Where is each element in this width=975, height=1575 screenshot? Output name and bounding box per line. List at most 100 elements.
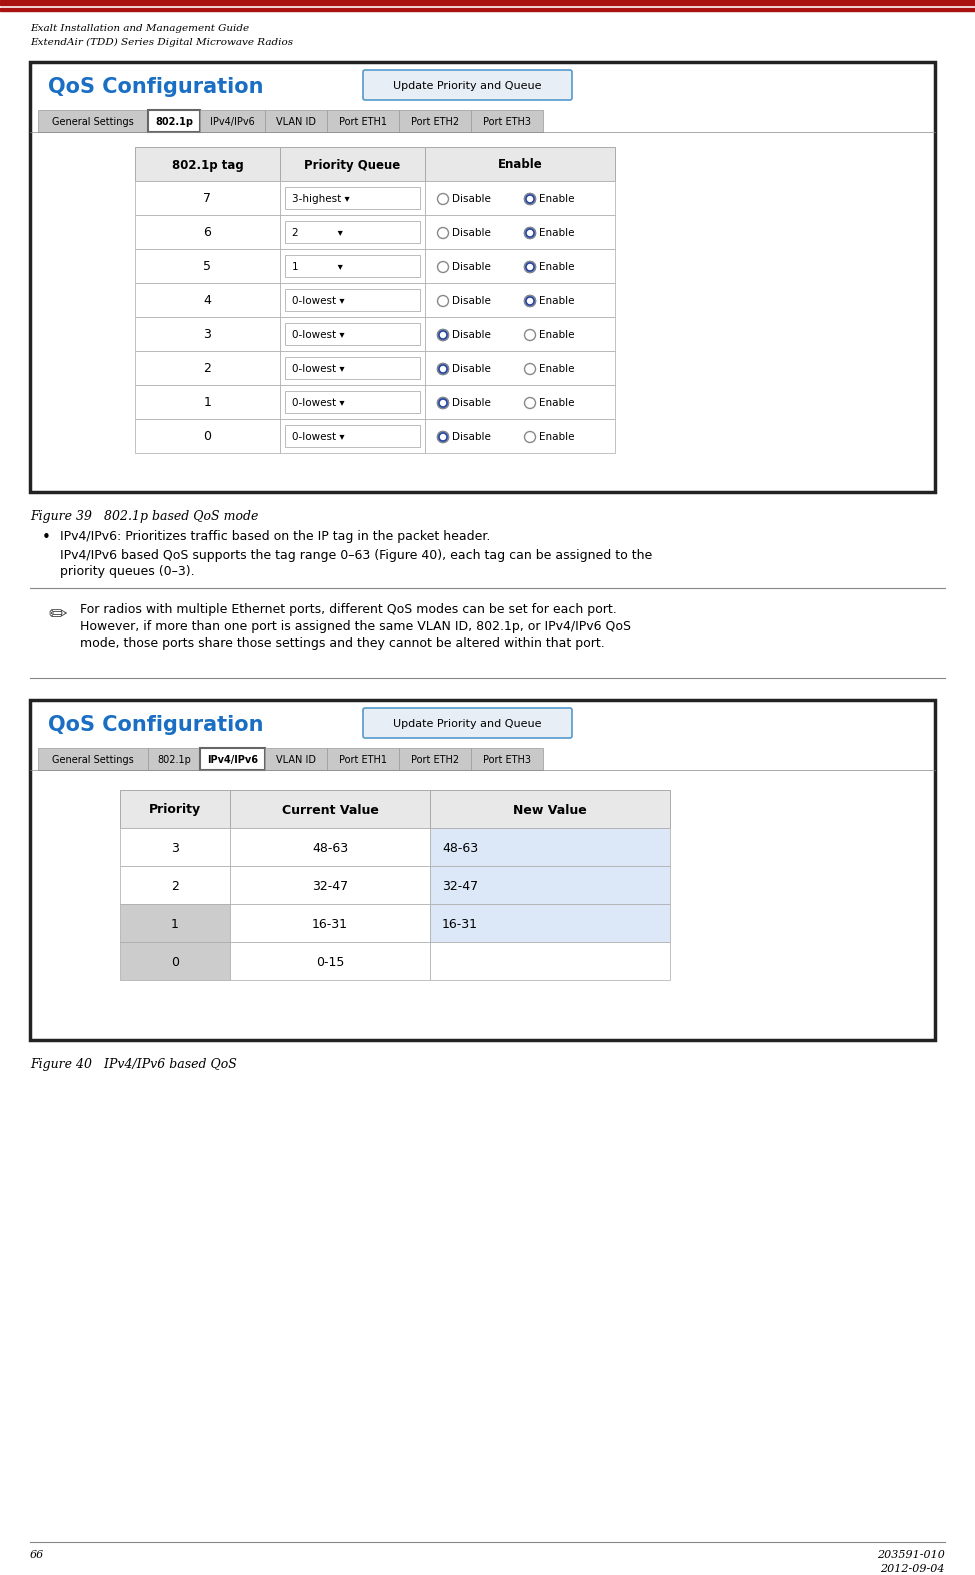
- FancyBboxPatch shape: [285, 358, 420, 380]
- Text: IPv4/IPv6: Prioritizes traffic based on the IP tag in the packet header.: IPv4/IPv6: Prioritizes traffic based on …: [60, 531, 490, 543]
- Circle shape: [525, 329, 535, 340]
- Bar: [148, 110, 200, 132]
- Bar: [280, 419, 425, 454]
- Bar: [399, 110, 471, 132]
- Text: Port ETH1: Port ETH1: [339, 754, 387, 765]
- Text: 2: 2: [171, 879, 179, 893]
- Circle shape: [441, 332, 446, 337]
- Text: Enable: Enable: [539, 228, 574, 238]
- Text: 2012-09-04: 2012-09-04: [880, 1564, 945, 1573]
- Bar: [135, 181, 280, 216]
- Text: 2            ▾: 2 ▾: [292, 228, 343, 238]
- Circle shape: [438, 432, 449, 443]
- Circle shape: [438, 261, 449, 272]
- Bar: [120, 942, 230, 980]
- Bar: [200, 110, 265, 132]
- Text: Enable: Enable: [539, 261, 574, 272]
- Bar: [38, 110, 148, 132]
- Bar: [135, 419, 280, 454]
- Text: ✏: ✏: [48, 605, 66, 625]
- Text: 0: 0: [171, 956, 179, 969]
- Bar: [280, 351, 425, 384]
- Text: QoS Configuration: QoS Configuration: [48, 77, 263, 98]
- Text: Port ETH3: Port ETH3: [483, 754, 531, 765]
- Bar: [120, 904, 230, 942]
- Text: 802.1p: 802.1p: [155, 117, 193, 128]
- Circle shape: [525, 364, 535, 375]
- Circle shape: [441, 367, 446, 372]
- Text: 32-47: 32-47: [312, 879, 348, 893]
- Bar: [471, 748, 543, 770]
- Bar: [425, 351, 615, 384]
- Text: 1: 1: [171, 918, 179, 931]
- Text: 66: 66: [30, 1550, 44, 1559]
- Circle shape: [441, 400, 446, 405]
- Bar: [135, 146, 280, 181]
- Text: QoS Configuration: QoS Configuration: [48, 715, 263, 736]
- Text: Exalt Installation and Management Guide: Exalt Installation and Management Guide: [30, 24, 250, 33]
- Circle shape: [525, 261, 535, 272]
- Text: 32-47: 32-47: [442, 879, 478, 893]
- Bar: [120, 828, 230, 866]
- Bar: [425, 317, 615, 351]
- Text: IPv4/IPv6: IPv4/IPv6: [207, 754, 258, 765]
- Circle shape: [438, 329, 449, 340]
- Text: 6: 6: [204, 227, 212, 239]
- Text: 16-31: 16-31: [442, 918, 478, 931]
- Text: Disable: Disable: [452, 364, 490, 373]
- Bar: [148, 748, 200, 770]
- Text: IPv4/IPv6 based QoS supports the tag range 0–63 (Figure 40), each tag can be ass: IPv4/IPv6 based QoS supports the tag ran…: [60, 550, 652, 562]
- Text: However, if more than one port is assigned the same VLAN ID, 802.1p, or IPv4/IPv: However, if more than one port is assign…: [80, 621, 631, 633]
- Text: 0-lowest ▾: 0-lowest ▾: [292, 398, 344, 408]
- Circle shape: [438, 296, 449, 307]
- Bar: [200, 748, 265, 770]
- Bar: [135, 249, 280, 284]
- Bar: [430, 904, 670, 942]
- Text: 1            ▾: 1 ▾: [292, 261, 343, 272]
- Circle shape: [527, 230, 532, 236]
- Bar: [327, 110, 399, 132]
- Text: Current Value: Current Value: [282, 803, 378, 816]
- Text: 1: 1: [204, 397, 212, 410]
- Bar: [30, 61, 935, 491]
- Bar: [230, 904, 430, 942]
- Text: Disable: Disable: [452, 398, 490, 408]
- Bar: [280, 384, 425, 419]
- Bar: [135, 351, 280, 384]
- Bar: [230, 791, 430, 828]
- Text: New Value: New Value: [513, 803, 587, 816]
- FancyBboxPatch shape: [285, 425, 420, 447]
- Text: 48-63: 48-63: [442, 841, 478, 855]
- Bar: [265, 748, 327, 770]
- Bar: [280, 284, 425, 317]
- Bar: [425, 181, 615, 216]
- Text: 0-lowest ▾: 0-lowest ▾: [292, 432, 344, 443]
- Text: 802.1p: 802.1p: [157, 754, 191, 765]
- Text: Enable: Enable: [539, 296, 574, 306]
- Text: Enable: Enable: [539, 364, 574, 373]
- Bar: [135, 284, 280, 317]
- Text: 2: 2: [204, 362, 212, 375]
- Text: Enable: Enable: [539, 398, 574, 408]
- Bar: [135, 317, 280, 351]
- Bar: [425, 146, 615, 181]
- Text: 0-lowest ▾: 0-lowest ▾: [292, 364, 344, 373]
- Text: Disable: Disable: [452, 228, 490, 238]
- Circle shape: [525, 227, 535, 238]
- Bar: [230, 866, 430, 904]
- FancyBboxPatch shape: [285, 323, 420, 345]
- FancyBboxPatch shape: [285, 391, 420, 413]
- Text: mode, those ports share those settings and they cannot be altered within that po: mode, those ports share those settings a…: [80, 636, 605, 650]
- Text: 0-15: 0-15: [316, 956, 344, 969]
- Bar: [425, 384, 615, 419]
- Text: Port ETH3: Port ETH3: [483, 117, 531, 128]
- FancyBboxPatch shape: [285, 221, 420, 243]
- Circle shape: [525, 397, 535, 408]
- Text: 203591-010: 203591-010: [878, 1550, 945, 1559]
- Text: 3-highest ▾: 3-highest ▾: [292, 194, 350, 205]
- Circle shape: [525, 296, 535, 307]
- Text: 48-63: 48-63: [312, 841, 348, 855]
- Text: IPv4/IPv6: IPv4/IPv6: [211, 117, 254, 128]
- Text: Disable: Disable: [452, 194, 490, 205]
- Bar: [425, 249, 615, 284]
